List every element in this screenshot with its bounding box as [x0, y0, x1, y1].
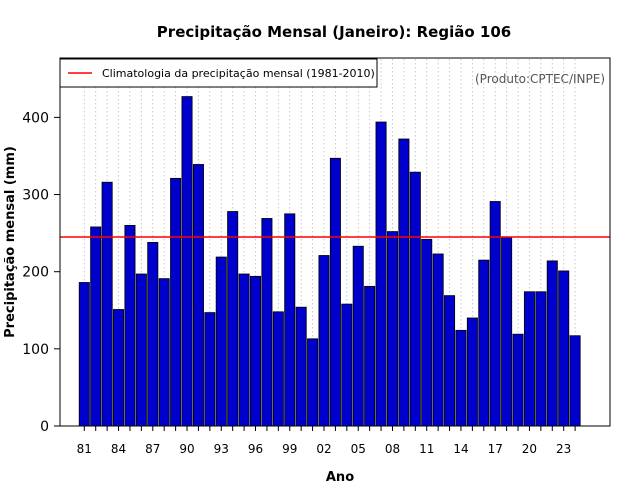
bar-19: [512, 333, 524, 427]
grid-layer: [83, 59, 576, 426]
bar-22: [546, 260, 558, 427]
bar-84: [113, 309, 125, 427]
bar-11: [421, 238, 433, 427]
x-tick-label: 96: [248, 442, 263, 456]
bar-15: [466, 317, 478, 427]
bar-89: [170, 177, 182, 427]
bar-88: [158, 278, 170, 427]
y-axis: 0 100 200 300 400: [22, 110, 60, 435]
bar-94: [227, 211, 239, 427]
x-tick-label: 23: [556, 442, 571, 456]
bar-03: [329, 157, 341, 427]
legend: Climatologia da precipitação mensal (198…: [59, 58, 378, 88]
y-tick-label: 100: [22, 342, 49, 358]
bar-24: [569, 335, 581, 427]
x-tick-label: 02: [316, 442, 331, 456]
bar-97: [261, 218, 273, 427]
bar-82: [90, 226, 102, 427]
bar-98: [272, 311, 284, 427]
x-tick-label: 14: [453, 442, 468, 456]
bar-85: [124, 225, 136, 427]
y-tick-label: 0: [40, 419, 49, 435]
bar-99: [284, 213, 296, 427]
x-axis: 81 84 87 90 93 96 99 02 05 08 11 14 17 20 23: [77, 426, 576, 456]
bar-93: [215, 256, 227, 427]
bar-10: [409, 171, 421, 427]
bars-layer: [78, 96, 581, 427]
x-tick-label: 20: [522, 442, 537, 456]
bar-21: [535, 291, 547, 427]
y-tick-label: 200: [22, 265, 49, 281]
bar-12: [432, 253, 444, 427]
bar-07: [375, 121, 387, 427]
y-tick-label: 400: [22, 110, 49, 126]
x-tick-label: 11: [419, 442, 434, 456]
bar-05: [352, 245, 364, 427]
bar-18: [501, 236, 513, 427]
legend-box: [59, 58, 378, 88]
x-axis-label: Ano: [326, 470, 354, 485]
bar-92: [204, 312, 216, 427]
bar-00: [295, 306, 307, 427]
x-tick-label: 93: [214, 442, 229, 456]
bar-20: [523, 291, 535, 427]
x-tick-label: 05: [351, 442, 366, 456]
bar-04: [341, 303, 353, 427]
bar-13: [444, 295, 456, 427]
bar-87: [147, 241, 159, 427]
bar-23: [558, 270, 570, 427]
x-tick-label: 87: [145, 442, 160, 456]
bar-90: [181, 96, 193, 427]
x-tick-label: 81: [77, 442, 92, 456]
x-tick-label: 84: [111, 442, 126, 456]
x-tick-label: 08: [385, 442, 400, 456]
bar-14: [455, 329, 467, 427]
bar-83: [101, 181, 113, 427]
y-tick-label: 300: [22, 188, 49, 204]
bar-02: [318, 255, 330, 427]
bar-01: [307, 338, 319, 427]
x-tick-label: 17: [488, 442, 503, 456]
y-axis-label: Precipitação mensal (mm): [3, 146, 18, 338]
x-tick-label: 99: [282, 442, 297, 456]
chart-title: Precipitação Mensal (Janeiro): Região 10…: [157, 23, 511, 41]
bar-95: [238, 273, 250, 427]
bar-91: [192, 164, 204, 427]
bar-86: [135, 273, 147, 427]
bar-06: [364, 285, 376, 427]
bar-08: [386, 231, 398, 427]
bar-16: [478, 259, 490, 427]
bar-81: [78, 282, 90, 427]
bar-09: [398, 138, 410, 427]
x-tick-label: 90: [179, 442, 194, 456]
bar-96: [250, 275, 262, 427]
bar-17: [489, 201, 501, 427]
legend-climatology-label: Climatologia da precipitação mensal (198…: [102, 67, 375, 80]
credit-text: (Produto:CPTEC/INPE): [475, 72, 605, 86]
